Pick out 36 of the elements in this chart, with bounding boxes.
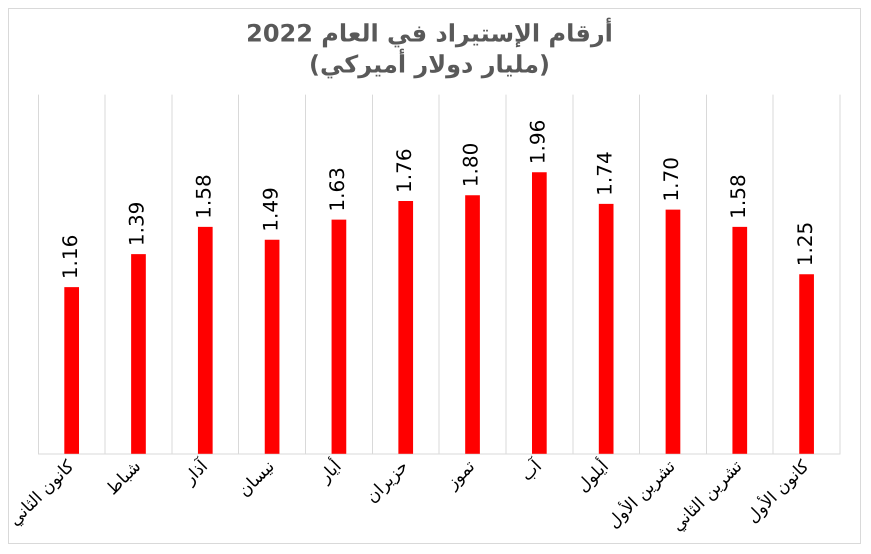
x-tick-label: نيسان: [234, 456, 279, 501]
data-label: 1.70: [659, 157, 684, 202]
data-label: 1.58: [726, 174, 750, 219]
x-tick-label: أيلول: [572, 455, 613, 496]
data-label: 1.49: [258, 187, 282, 232]
bar: [799, 274, 814, 454]
data-label: 1.96: [526, 120, 550, 164]
data-label: 1.74: [592, 151, 616, 196]
chart-title: أرقام الإستيراد في العام 2022: [246, 18, 613, 48]
bar: [598, 204, 614, 454]
bar: [666, 210, 680, 454]
bar: [532, 172, 547, 454]
x-tick-label: كانون الأول: [741, 454, 814, 528]
data-label: 1.76: [392, 148, 416, 193]
data-label: 1.63: [325, 167, 350, 212]
data-label: 1.39: [124, 202, 149, 246]
bar: [465, 195, 480, 454]
bar: [732, 226, 748, 454]
bar: [198, 226, 213, 454]
x-tick-label: حزيران: [362, 456, 412, 507]
bar: [332, 220, 346, 454]
x-tick-label: آب: [516, 455, 547, 486]
bar: [264, 240, 280, 454]
bar: [398, 200, 414, 454]
bar: [64, 287, 80, 454]
x-tick-label: كانون الثاني: [4, 456, 79, 530]
x-tick-label: آذار: [178, 455, 213, 490]
data-label: 1.16: [58, 234, 82, 280]
chart-subtitle: (مليار دولار أميركي): [309, 48, 550, 78]
data-label: 1.25: [792, 222, 817, 266]
x-tick-label: تموز: [442, 456, 480, 494]
bar: [131, 254, 146, 454]
x-tick-label: أيار: [313, 455, 346, 488]
data-label: 1.80: [458, 142, 483, 188]
data-label: 1.58: [191, 174, 216, 219]
x-tick-label: شباط: [102, 456, 146, 500]
